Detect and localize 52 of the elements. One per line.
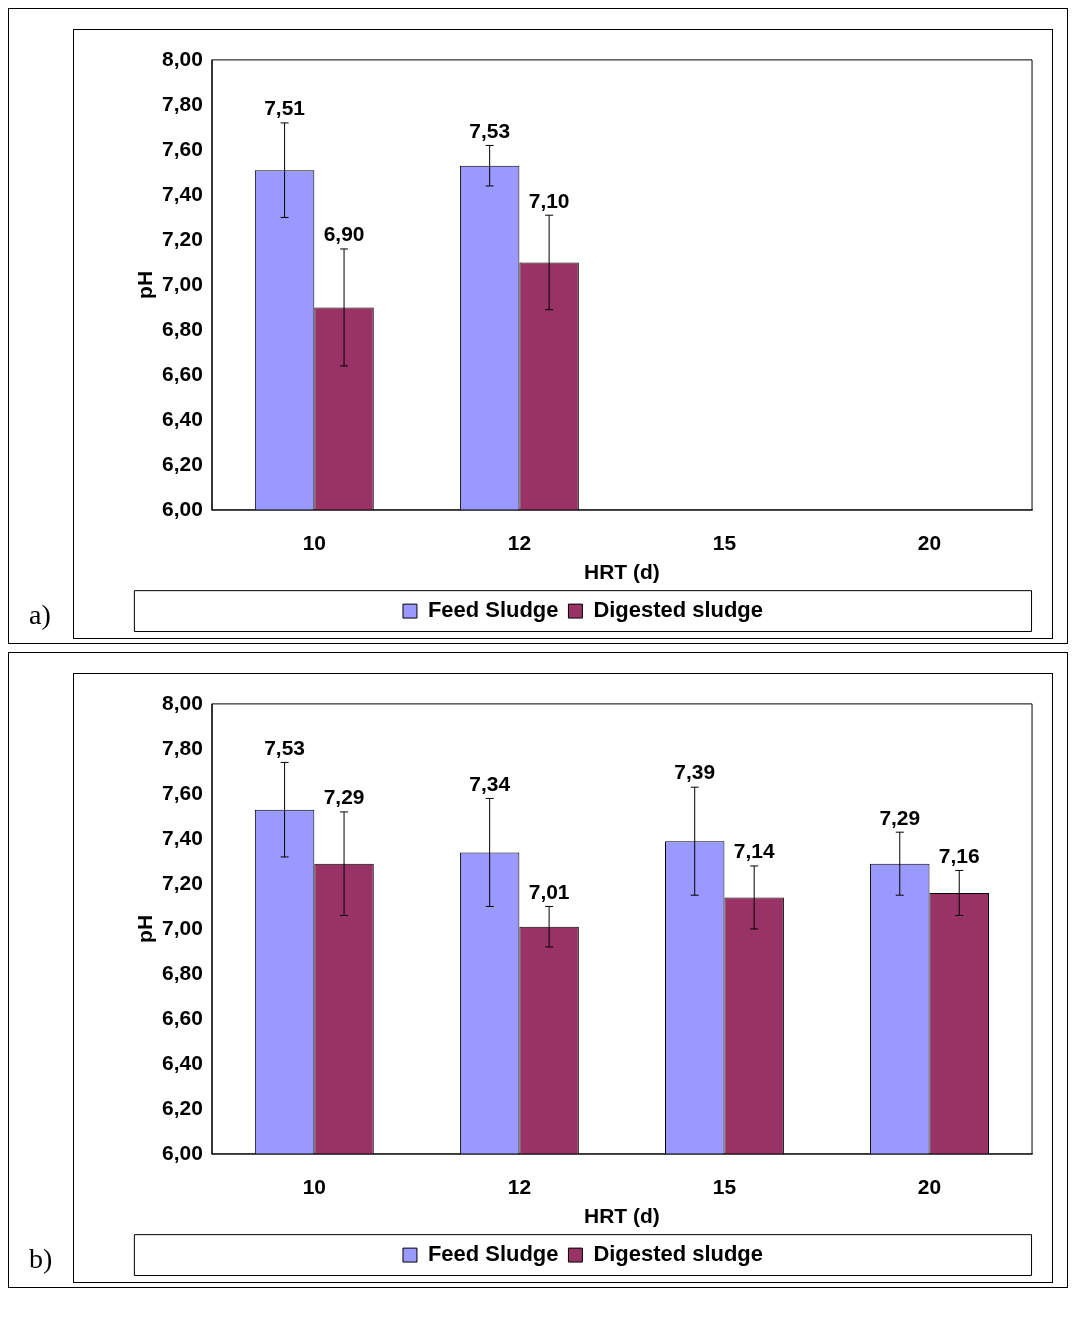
data-label: 7,34	[469, 771, 511, 795]
x-axis-title: HRT (d)	[584, 560, 660, 584]
y-tick-label: 7,00	[162, 915, 203, 939]
y-tick-label: 6,20	[162, 1095, 203, 1119]
y-tick-label: 6,00	[162, 496, 203, 520]
y-axis-title: pH	[133, 915, 157, 943]
x-tick-label: 12	[507, 1175, 532, 1199]
data-label: 7,29	[323, 785, 365, 809]
y-tick-label: 7,40	[162, 825, 203, 849]
x-tick-label: 10	[302, 531, 326, 555]
x-tick-label: 20	[917, 1175, 942, 1199]
data-label: 7,01	[528, 879, 570, 903]
y-tick-label: 7,40	[162, 181, 203, 205]
legend-label: Feed Sludge	[427, 597, 559, 623]
y-tick-label: 6,80	[162, 316, 203, 340]
legend-label: Digested sludge	[593, 1241, 763, 1267]
y-tick-label: 6,60	[162, 1005, 203, 1029]
y-tick-label: 7,60	[162, 780, 203, 804]
y-axis-title: pH	[133, 271, 157, 299]
data-label: 7,10	[528, 188, 570, 212]
data-label: 7,29	[879, 805, 921, 829]
y-tick-label: 6,40	[162, 1050, 203, 1074]
x-tick-label: 20	[917, 531, 942, 555]
data-label: 7,53	[469, 118, 511, 142]
y-tick-label: 7,80	[162, 91, 203, 115]
y-tick-label: 7,20	[162, 226, 203, 250]
legend-label: Digested sludge	[593, 597, 763, 623]
text: a)	[29, 599, 51, 631]
data-label: 7,51	[264, 96, 306, 120]
y-tick-label: 7,00	[162, 271, 203, 295]
legend-label: Feed Sludge	[427, 1241, 559, 1267]
data-label: 6,90	[323, 222, 365, 246]
x-tick-label: 15	[712, 531, 737, 555]
y-tick-label: 7,20	[162, 870, 203, 894]
y-tick-label: 8,00	[162, 46, 203, 70]
y-tick-label: 6,00	[162, 1140, 203, 1164]
x-tick-label: 12	[507, 531, 532, 555]
y-tick-label: 6,20	[162, 451, 203, 475]
y-tick-label: 8,00	[162, 690, 203, 714]
x-tick-label: 10	[302, 1175, 326, 1199]
data-label: 7,16	[938, 843, 980, 867]
y-tick-label: 6,60	[162, 361, 203, 385]
text: b)	[29, 1243, 53, 1275]
x-tick-label: 15	[712, 1175, 737, 1199]
y-tick-label: 7,80	[162, 735, 203, 759]
data-label: 7,39	[674, 760, 716, 784]
y-tick-label: 6,80	[162, 960, 203, 984]
y-tick-label: 7,60	[162, 136, 203, 160]
x-axis-title: HRT (d)	[584, 1204, 660, 1228]
data-label: 7,14	[733, 839, 775, 863]
data-label: 7,53	[264, 735, 305, 759]
y-tick-label: 6,40	[162, 406, 203, 430]
